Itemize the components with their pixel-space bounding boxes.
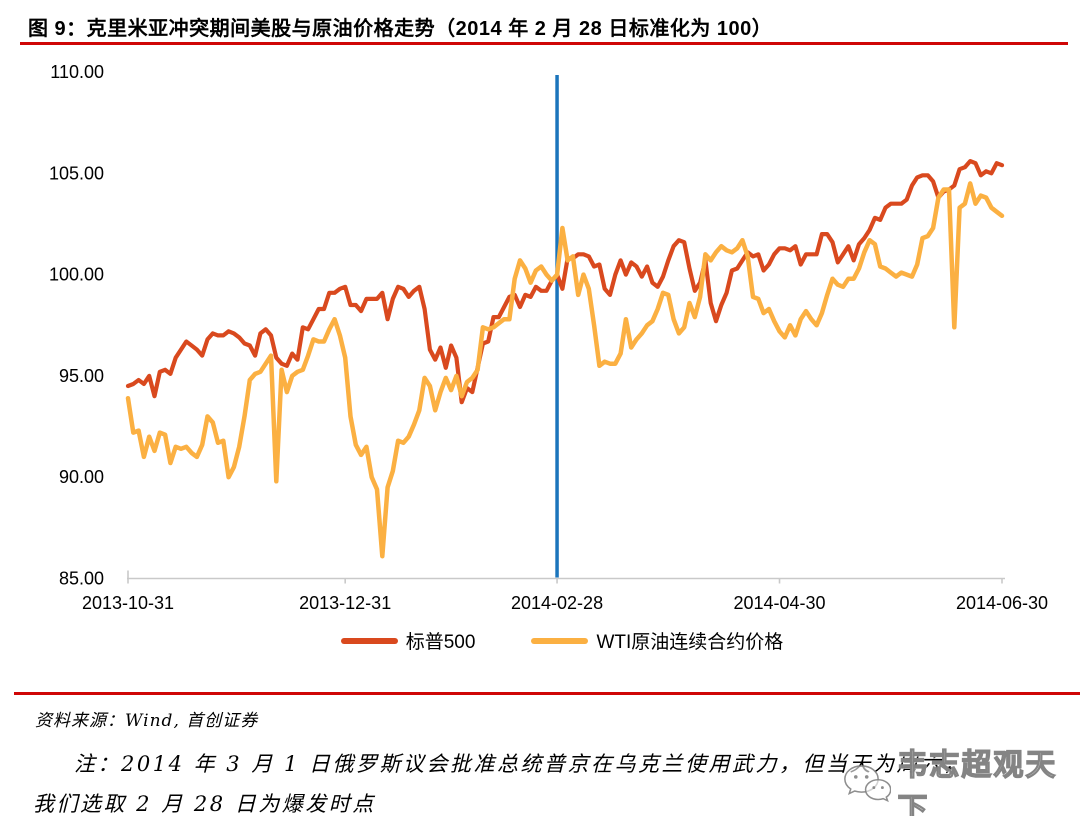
figure-title: 图 9：克里米亚冲突期间美股与原油价格走势（2014 年 2 月 28 日标准化… xyxy=(28,18,773,40)
title-underline xyxy=(20,42,1068,45)
wechat-icon xyxy=(844,765,892,803)
watermark: 韦志超观天下 xyxy=(842,740,1080,816)
svg-text:2013-12-31: 2013-12-31 xyxy=(299,593,391,613)
svg-text:2014-06-30: 2014-06-30 xyxy=(956,593,1048,613)
svg-text:95.00: 95.00 xyxy=(59,366,104,386)
legend-swatch-sp500 xyxy=(340,637,398,644)
legend-item-sp500: 标普500 xyxy=(340,627,476,654)
svg-text:110.00: 110.00 xyxy=(50,62,104,82)
chart-svg: 85.00 90.00 95.00 100.00 105.00 110.00 2013-10… xyxy=(49,62,1048,613)
svg-text:90.00: 90.00 xyxy=(59,467,104,487)
legend-item-wti: WTI原油连续合约价格 xyxy=(531,627,783,654)
svg-text:2014-02-28: 2014-02-28 xyxy=(511,593,603,613)
footer-rule xyxy=(14,692,1080,695)
note-line1: 注：2014 年 3 月 1 日俄罗斯议会批准总统普京在乌克兰使用武力，但当天为… xyxy=(74,752,968,776)
watermark-text: 韦志超观天下 xyxy=(897,747,1058,816)
svg-text:100.00: 100.00 xyxy=(49,265,104,285)
svg-text:105.00: 105.00 xyxy=(49,163,104,183)
svg-text:2014-04-30: 2014-04-30 xyxy=(733,593,825,613)
source-text: 资料来源：Wind, 首创证券 xyxy=(35,711,259,731)
note-line2: 我们选取 2 月 28 日为爆发时点 xyxy=(33,792,376,816)
legend-label-sp500: 标普500 xyxy=(405,632,476,653)
svg-text:2013-10-31: 2013-10-31 xyxy=(82,593,174,613)
chart-legend: 标普500 WTI原油连续合约价格 xyxy=(22,627,1080,654)
legend-swatch-wti xyxy=(531,637,589,644)
legend-label-wti: WTI原油连续合约价格 xyxy=(596,632,784,653)
svg-text:85.00: 85.00 xyxy=(59,569,104,589)
